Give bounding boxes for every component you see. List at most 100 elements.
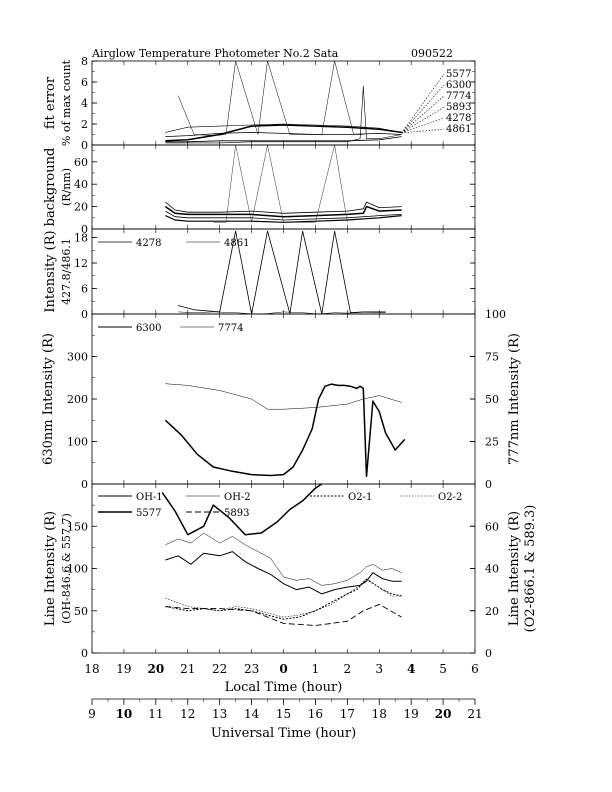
local-time-tick-label: 23: [244, 662, 259, 676]
series-fit-6300: [165, 123, 402, 133]
local-time-tick-label: 20: [147, 662, 164, 676]
y-tick-label-blue: 6: [81, 283, 88, 296]
y2-tick-label-lines: 20: [485, 605, 499, 618]
series-lines-5577: [161, 483, 323, 536]
fit-leader-line: [401, 73, 445, 134]
local-time-axis-label: Local Time (hour): [225, 680, 343, 695]
fit-wavelength-label: 4861: [446, 124, 471, 135]
series-red-7774: [165, 383, 402, 410]
universal-time-tick-label: 9: [88, 707, 96, 721]
y-tick-label-background: 20: [74, 201, 88, 214]
y-tick-label-fit: 0: [81, 139, 88, 152]
local-time-tick-label: 19: [116, 662, 131, 676]
series-red-6300: [164, 383, 406, 478]
series-lines-o2-1: [165, 578, 402, 620]
legend-oh-1-label: OH-1: [136, 492, 163, 503]
y-tick-label-fit: 4: [81, 97, 88, 110]
y2-tick-label-red: 25: [485, 436, 499, 449]
y-axis-label-red: 630nm Intensity (R): [41, 333, 56, 465]
y-tick-label-lines: 100: [67, 563, 88, 576]
y-axis-label-background: background: [43, 148, 58, 227]
universal-time-tick-label: 13: [212, 707, 227, 721]
universal-time-axis-label: Universal Time (hour): [211, 726, 356, 741]
series-fit-4861: [165, 85, 402, 144]
y2-axis-label-red: 777nm Intensity (R): [507, 333, 522, 465]
panel-frame-red: [91, 313, 476, 485]
series-lines-o2-2: [165, 578, 402, 618]
local-time-tick-label: 0: [279, 662, 287, 676]
y-tick-label-background: 40: [74, 178, 88, 191]
y-tick-label-red: 300: [67, 351, 88, 364]
local-time-tick-label: 6: [471, 662, 479, 676]
y2-tick-label-red: 50: [485, 393, 499, 406]
legend-5893-label: 5893: [224, 508, 249, 519]
universal-time-tick-label: 17: [340, 707, 355, 721]
fit-leader-line: [401, 95, 445, 134]
y-tick-label-lines: 50: [74, 605, 88, 618]
series-lines-5893: [165, 603, 402, 626]
y2-axis-sublabel-lines: (O2-866.1 & 589.3): [523, 505, 538, 633]
y-axis-sublabel-background: (R/nm): [60, 168, 73, 206]
y2-axis-label-lines: Line Intensity (R): [507, 511, 522, 626]
legend-5577-label: 5577: [136, 508, 161, 519]
series-background-bg2: [164, 205, 402, 218]
universal-time-tick-label: 18: [372, 707, 387, 721]
local-time-tick-label: 4: [407, 662, 415, 676]
legend-oh-2-label: OH-2: [224, 492, 251, 503]
legend-4861-label: 4861: [224, 238, 249, 249]
local-time-tick-label: 18: [84, 662, 99, 676]
series-background-bg-spikes: [213, 144, 348, 223]
y-tick-label-blue: 0: [81, 308, 88, 321]
y-tick-label-background: 60: [74, 156, 88, 169]
legend-o2-1-label: O2-1: [348, 492, 372, 503]
panel-frame-fit: [91, 60, 476, 146]
y-tick-label-fit: 2: [81, 118, 88, 131]
y2-tick-label-red: 75: [485, 351, 499, 364]
y-axis-sublabel-lines: (OH-846.6 & 557.7): [60, 513, 73, 624]
y-tick-label-fit: 6: [81, 76, 88, 89]
series-lines-oh-1: [165, 551, 402, 595]
fit-wavelength-label: 5577: [446, 69, 471, 80]
series-fit-4278: [177, 60, 364, 136]
fit-leader-line: [401, 106, 445, 134]
y-tick-label-red: 200: [67, 393, 88, 406]
universal-time-tick-label: 20: [435, 707, 452, 721]
series-fit-5577: [165, 124, 402, 142]
chart-title: Airglow Temperature Photometer No.2 Sata: [91, 47, 339, 60]
universal-time-tick-label: 11: [148, 707, 163, 721]
y-axis-label-fit: fit error: [43, 76, 58, 129]
y2-tick-label-red: 100: [485, 308, 506, 321]
y-axis-sublabel-blue: 427.8/486.1: [60, 238, 73, 305]
y-axis-label-blue: Intensity (R): [43, 230, 58, 312]
legend-o2-2-label: O2-2: [438, 492, 462, 503]
y2-tick-label-lines: 0: [485, 647, 492, 660]
local-time-tick-label: 22: [212, 662, 227, 676]
series-blue-4278: [178, 230, 386, 315]
universal-time-tick-label: 21: [467, 707, 482, 721]
fit-wavelength-label: 5893: [446, 102, 471, 113]
fit-leader-line: [401, 117, 445, 134]
fit-leader-line: [401, 128, 445, 134]
fit-wavelength-label: 4278: [446, 113, 471, 124]
universal-time-tick-label: 19: [404, 707, 419, 721]
series-blue-4861: [178, 311, 386, 315]
universal-time-tick-label: 12: [180, 707, 195, 721]
y-axis-label-lines: Line Intensity (R): [43, 511, 58, 626]
fit-wavelength-label: 6300: [446, 80, 471, 91]
y-tick-label-lines: 0: [81, 647, 88, 660]
universal-time-tick-label: 14: [244, 707, 260, 721]
legend-6300-label: 6300: [136, 323, 161, 334]
local-time-tick-label: 3: [375, 662, 383, 676]
local-time-tick-label: 2: [344, 662, 352, 676]
fit-wavelength-label: 7774: [446, 91, 471, 102]
y-tick-label-lines: 150: [67, 520, 88, 533]
y-tick-label-red: 0: [81, 478, 88, 491]
local-time-tick-label: 5: [439, 662, 447, 676]
local-time-tick-label: 1: [312, 662, 320, 676]
series-background-bg1: [165, 201, 402, 214]
universal-time-tick-label: 16: [308, 707, 323, 721]
y2-tick-label-lines: 60: [485, 520, 499, 533]
legend-4278-label: 4278: [136, 238, 161, 249]
